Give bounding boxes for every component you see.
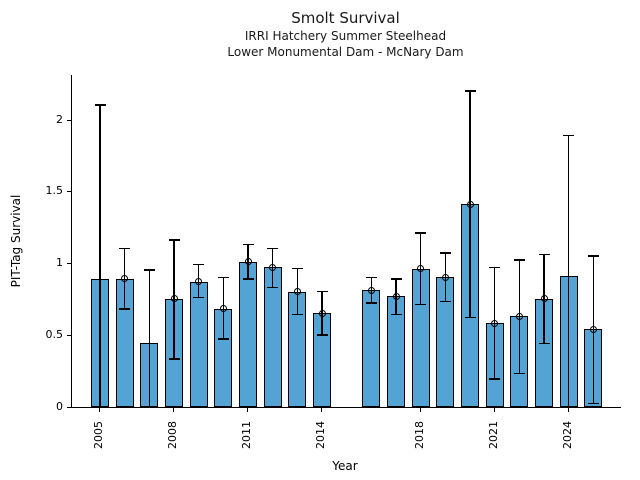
point-marker-2013 (293, 288, 301, 296)
error-cap-bottom-2022 (513, 372, 525, 375)
error-cap-bottom-2018 (415, 303, 427, 306)
point-marker-2017 (392, 292, 400, 300)
error-cap-top-2016 (365, 276, 377, 279)
point-marker-2011 (244, 258, 252, 266)
bar-2016 (362, 290, 381, 407)
point-marker-2018 (417, 265, 425, 273)
x-tick-label: 2014 (314, 421, 327, 449)
point-marker-2019 (441, 273, 449, 281)
chart-subtitle-line2: Lower Monumental Dam - McNary Dam (227, 45, 464, 59)
chart-subtitle-line1: IRRI Hatchery Summer Steelhead (244, 29, 447, 43)
x-tick-mark (420, 408, 421, 412)
error-cap-top-2019 (439, 252, 451, 254)
error-cap-bottom-2009 (193, 296, 205, 299)
error-cap-bottom-2023 (538, 342, 550, 345)
y-axis-label: PIT-Tag Survival (9, 194, 23, 288)
x-tick-label: 2018 (413, 421, 426, 449)
error-cap-top-2007 (143, 269, 155, 271)
error-cap-top-2024 (563, 134, 575, 137)
point-marker-2016 (367, 286, 375, 294)
y-tick-label: 1 (56, 256, 63, 269)
error-cap-bottom-2020 (464, 316, 476, 319)
x-tick-label: 2021 (487, 421, 500, 449)
error-cap-bottom-2021 (489, 378, 501, 380)
y-tick-mark (67, 335, 71, 336)
point-marker-2012 (269, 263, 277, 271)
error-cap-top-2005 (94, 104, 106, 106)
error-cap-bottom-2016 (365, 302, 377, 304)
point-marker-2023 (540, 295, 548, 303)
x-tick-label: 2005 (92, 421, 105, 449)
error-cap-bottom-2006 (119, 308, 131, 310)
error-cap-top-2012 (267, 247, 279, 250)
error-cap-bottom-2025 (587, 402, 599, 405)
error-cap-top-2018 (415, 232, 427, 234)
error-cap-top-2014 (316, 290, 328, 293)
y-tick-label: 0 (56, 400, 63, 413)
point-marker-2006 (121, 275, 129, 283)
point-marker-2025 (589, 325, 597, 333)
x-tick-mark (321, 408, 322, 412)
error-cap-bottom-2012 (267, 286, 279, 289)
point-marker-2020 (466, 200, 474, 208)
x-tick-mark (494, 408, 495, 412)
error-bar-2005 (99, 105, 101, 407)
x-tick-mark (173, 408, 174, 412)
error-cap-bottom-2019 (439, 300, 451, 303)
error-cap-top-2023 (538, 253, 550, 256)
error-cap-top-2025 (587, 255, 599, 257)
error-cap-bottom-2014 (316, 334, 328, 336)
y-tick-mark (67, 263, 71, 264)
error-cap-top-2010 (217, 276, 229, 279)
error-cap-top-2017 (390, 278, 402, 280)
error-cap-bottom-2010 (217, 338, 229, 340)
title-block: Smolt Survival IRRI Hatchery Summer Stee… (23, 8, 640, 60)
error-cap-top-2013 (291, 267, 303, 270)
error-bar-2007 (148, 270, 151, 407)
bar-2011 (239, 261, 258, 407)
y-tick-label: 2 (56, 113, 63, 126)
error-cap-top-2021 (489, 266, 501, 269)
error-cap-top-2022 (513, 259, 525, 261)
point-marker-2021 (491, 319, 499, 327)
x-tick-mark (247, 408, 248, 412)
chart-title: Smolt Survival (291, 9, 400, 27)
error-cap-top-2006 (119, 247, 131, 250)
point-marker-2022 (515, 312, 523, 320)
plot-area (71, 75, 621, 408)
error-cap-bottom-2011 (242, 278, 254, 280)
error-cap-bottom-2008 (168, 358, 180, 360)
y-tick-mark (67, 191, 71, 192)
x-tick-mark (99, 408, 100, 412)
error-cap-top-2008 (168, 239, 180, 241)
x-tick-label: 2008 (166, 421, 179, 449)
y-tick-mark (67, 120, 71, 121)
x-tick-label: 2011 (240, 421, 253, 449)
x-axis-label: Year (332, 459, 358, 473)
error-cap-bottom-2017 (390, 313, 402, 316)
x-tick-label: 2024 (561, 421, 574, 449)
error-bar-2024 (568, 135, 570, 407)
error-cap-bottom-2013 (291, 313, 303, 316)
bar-2009 (189, 281, 208, 407)
y-tick-label: 1.5 (45, 184, 64, 197)
y-tick-label: 0.5 (45, 328, 64, 341)
point-marker-2008 (170, 295, 178, 303)
error-cap-top-2009 (193, 263, 205, 266)
point-marker-2010 (219, 305, 227, 313)
error-cap-top-2011 (242, 243, 254, 246)
y-tick-mark (67, 407, 71, 408)
x-tick-mark (568, 408, 569, 412)
bar-2012 (263, 267, 282, 407)
error-cap-top-2020 (464, 90, 476, 92)
point-marker-2009 (195, 278, 203, 286)
point-marker-2014 (318, 309, 326, 317)
